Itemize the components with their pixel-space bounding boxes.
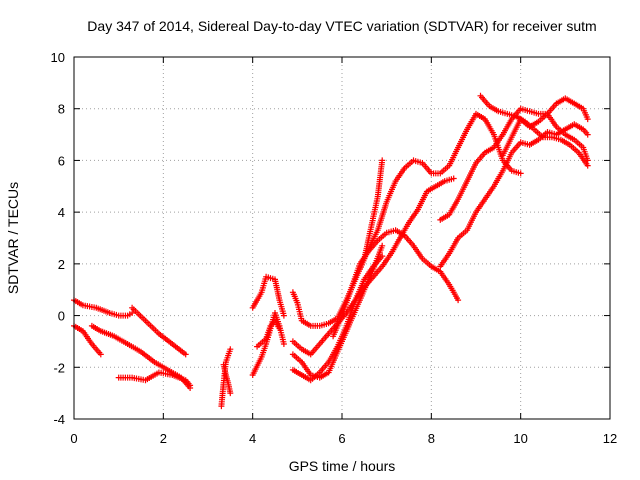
data-point xyxy=(584,162,591,169)
data-point xyxy=(187,382,194,389)
series-arc1 xyxy=(71,297,136,319)
series-arc2 xyxy=(71,322,104,358)
data-point xyxy=(182,351,189,358)
x-tick-label: 10 xyxy=(513,431,527,446)
x-tick-label: 0 xyxy=(70,431,77,446)
data-point xyxy=(280,312,287,319)
data-point xyxy=(227,346,234,353)
data-point xyxy=(280,341,287,347)
y-tick-label: 6 xyxy=(58,153,65,168)
series-arc7 xyxy=(220,361,234,397)
series-arc16 xyxy=(356,110,524,272)
series-arc5 xyxy=(129,304,189,358)
y-tick-label: 0 xyxy=(58,309,65,324)
x-tick-label: 6 xyxy=(338,431,345,446)
x-tick-label: 12 xyxy=(603,431,617,446)
data-point xyxy=(450,175,457,182)
series-arc6 xyxy=(218,346,234,410)
data-point xyxy=(97,351,104,358)
plot-frame xyxy=(73,56,611,420)
y-tick-label: -4 xyxy=(53,412,65,427)
y-axis-label: SDTVAR / TECUs xyxy=(5,182,21,294)
series-arc18 xyxy=(437,121,591,270)
data-point xyxy=(276,325,283,332)
series-arc10 xyxy=(254,317,283,350)
data-point xyxy=(227,390,234,397)
x-tick-label: 2 xyxy=(160,431,167,446)
y-tick-label: 10 xyxy=(51,50,65,65)
series-arc9 xyxy=(249,273,287,319)
y-tick-label: 2 xyxy=(58,257,65,272)
x-axis-label: GPS time / hours xyxy=(289,458,396,474)
data-point xyxy=(584,131,591,138)
axis-ticks: 0 2 4 6 8 10 12 -4 -2 0 2 4 6 8 10 xyxy=(51,50,618,446)
y-tick-label: 4 xyxy=(58,205,65,220)
data-series xyxy=(71,92,591,410)
series-arc17 xyxy=(437,105,591,223)
series-arc8 xyxy=(249,310,287,378)
series-arc4 xyxy=(115,369,194,389)
series-arc20 xyxy=(499,95,591,159)
series-arc14 xyxy=(289,253,386,384)
y-tick-label: -2 xyxy=(53,360,65,375)
data-point xyxy=(584,116,591,123)
data-point xyxy=(379,157,386,164)
data-point xyxy=(379,253,386,260)
y-tick-label: 8 xyxy=(58,102,65,117)
x-tick-label: 8 xyxy=(428,431,435,446)
series-arc15 xyxy=(330,227,462,340)
data-point xyxy=(517,170,524,177)
chart-title: Day 347 of 2014, Sidereal Day-to-day VTE… xyxy=(87,18,596,34)
data-point xyxy=(455,297,462,304)
x-tick-label: 4 xyxy=(249,431,256,446)
data-point xyxy=(379,242,386,249)
